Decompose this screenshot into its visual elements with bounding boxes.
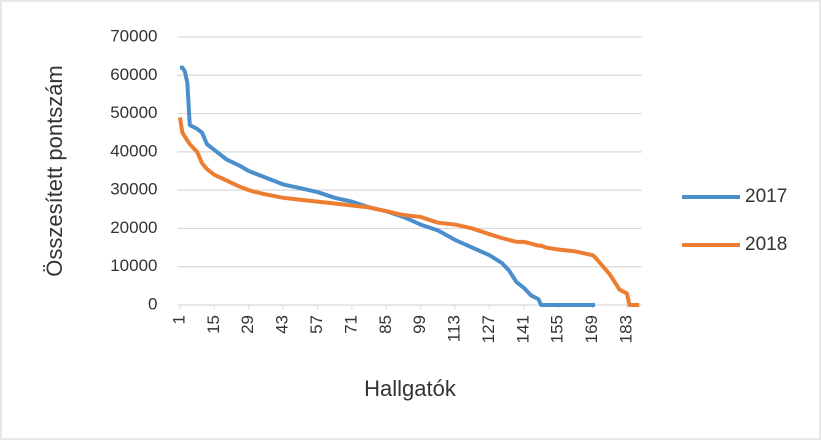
x-tick-label: 127	[479, 315, 498, 343]
y-tick-label: 60000	[110, 65, 157, 84]
y-tick-label: 30000	[110, 180, 157, 199]
x-tick-label: 141	[513, 315, 532, 343]
x-tick-label: 43	[273, 315, 292, 334]
x-tick-label: 183	[616, 315, 635, 343]
x-tick-label: 29	[238, 315, 257, 334]
x-tick-label: 99	[410, 315, 429, 334]
x-tick-label: 15	[204, 315, 223, 334]
x-tick-label: 57	[307, 315, 326, 334]
y-tick-label: 50000	[110, 103, 157, 122]
x-tick-label: 71	[341, 315, 360, 334]
x-tick-label: 169	[582, 315, 601, 343]
legend-label: 2017	[745, 186, 787, 207]
x-tick-label: 1	[169, 315, 188, 324]
data-line	[177, 117, 640, 307]
x-tick-label: 113	[445, 315, 464, 342]
y-tick-label: 20000	[110, 218, 157, 237]
y-tick-label: 10000	[110, 256, 157, 275]
x-tick-label: 155	[548, 315, 567, 343]
y-axis-label: Összesített pontszám	[42, 65, 67, 277]
y-tick-label: 40000	[110, 141, 157, 160]
y-tick-label: 0	[148, 294, 157, 313]
legend-label: 2018	[745, 234, 787, 255]
y-tick-label: 70000	[110, 26, 157, 45]
x-tick-label: 85	[376, 315, 395, 334]
x-axis-label: Hallgatók	[364, 376, 457, 401]
